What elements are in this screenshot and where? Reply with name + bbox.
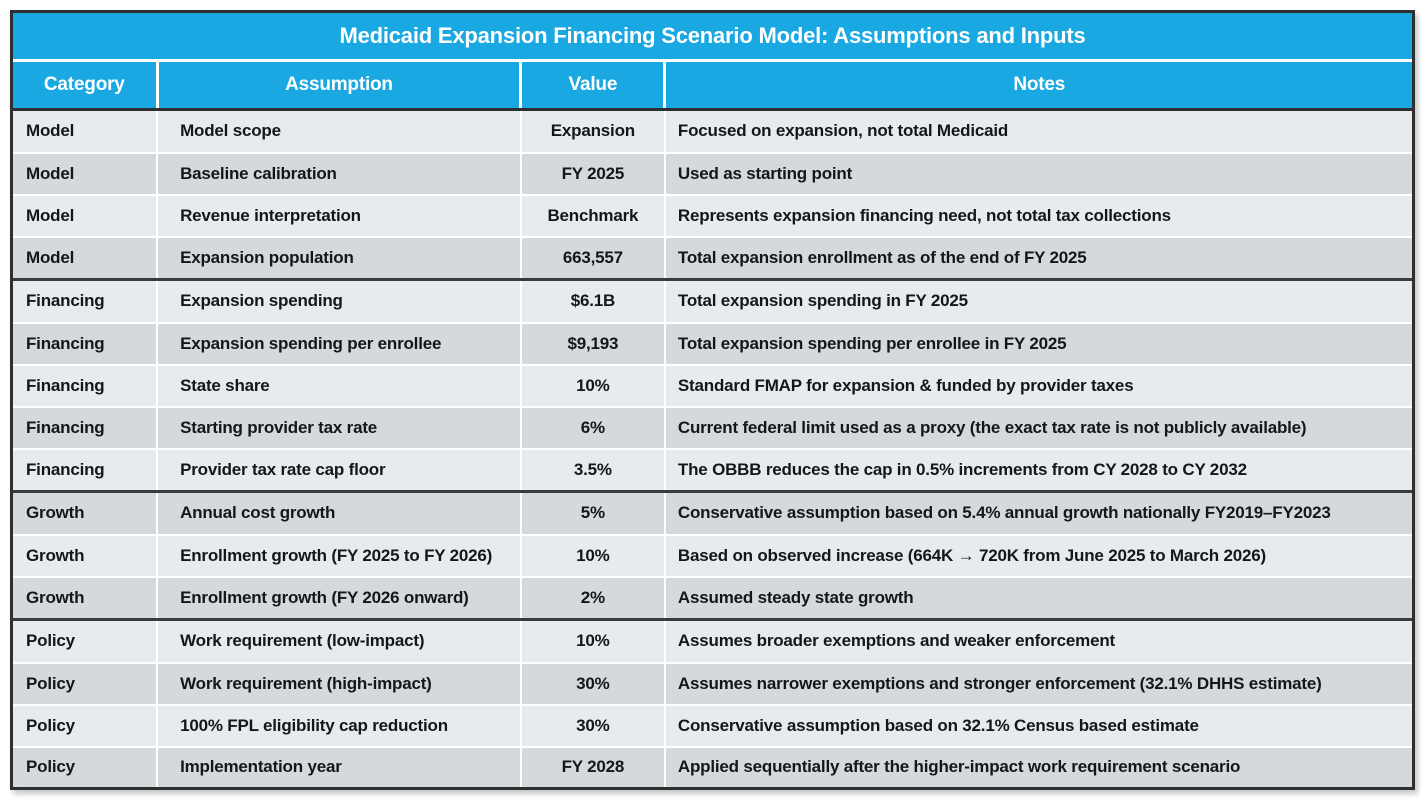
notes-cell: Focused on expansion, not total Medicaid (663, 109, 1412, 153)
column-header-assumption: Assumption (155, 62, 521, 111)
category-cell: Policy (13, 661, 158, 705)
table-row: Policy Implementation year FY 2028 Appli… (13, 745, 1412, 787)
assumption-cell: Baseline calibration (156, 151, 521, 195)
assumption-cell: Enrollment growth (FY 2026 onward) (156, 575, 521, 620)
value-cell: 5% (519, 490, 665, 535)
assumption-cell: Work requirement (high-impact) (156, 661, 521, 705)
assumptions-table-frame: Medicaid Expansion Financing Scenario Mo… (10, 10, 1415, 790)
value-cell: 30% (519, 703, 665, 747)
table-row: Growth Enrollment growth (FY 2025 to FY … (13, 533, 1412, 577)
category-cell: Financing (13, 321, 158, 365)
table-body: Model Model scope Expansion Focused on e… (13, 109, 1412, 787)
table-row: Model Model scope Expansion Focused on e… (13, 109, 1412, 153)
assumption-cell: Provider tax rate cap floor (156, 447, 521, 492)
notes-cell: Conservative assumption based on 5.4% an… (663, 490, 1412, 535)
assumption-cell: Starting provider tax rate (156, 405, 521, 449)
notes-cell: Assumes broader exemptions and weaker en… (663, 618, 1412, 663)
notes-cell: Current federal limit used as a proxy (t… (663, 405, 1412, 449)
category-cell: Growth (13, 533, 158, 577)
table-row: Policy 100% FPL eligibility cap reductio… (13, 703, 1412, 747)
category-cell: Model (13, 151, 158, 195)
notes-cell: Represents expansion financing need, not… (663, 193, 1412, 237)
category-cell: Model (13, 235, 158, 280)
category-cell: Growth (13, 575, 158, 620)
value-cell: 10% (519, 363, 665, 407)
notes-cell: Total expansion enrollment as of the end… (663, 235, 1412, 280)
value-cell: FY 2025 (519, 151, 665, 195)
assumption-cell: Expansion spending per enrollee (156, 321, 521, 365)
value-cell: 30% (519, 661, 665, 705)
notes-cell: Based on observed increase (664K → 720K … (663, 533, 1412, 577)
category-cell: Model (13, 193, 158, 237)
category-cell: Financing (13, 405, 158, 449)
notes-cell: Applied sequentially after the higher-im… (663, 745, 1412, 787)
value-cell: 6% (519, 405, 665, 449)
notes-cell: Standard FMAP for expansion & funded by … (663, 363, 1412, 407)
value-cell: FY 2028 (519, 745, 665, 787)
value-cell: 10% (519, 533, 665, 577)
table-row: Policy Work requirement (low-impact) 10%… (13, 618, 1412, 663)
value-cell: Expansion (519, 109, 665, 153)
table-row: Model Expansion population 663,557 Total… (13, 235, 1412, 280)
table-row: Financing State share 10% Standard FMAP … (13, 363, 1412, 407)
category-cell: Financing (13, 278, 158, 323)
category-cell: Policy (13, 703, 158, 747)
value-cell: 663,557 (519, 235, 665, 280)
table-row: Financing Provider tax rate cap floor 3.… (13, 447, 1412, 492)
table-row: Growth Annual cost growth 5% Conservativ… (13, 490, 1412, 535)
column-header-value: Value (519, 62, 665, 111)
assumption-cell: 100% FPL eligibility cap reduction (156, 703, 521, 747)
assumption-cell: Expansion population (156, 235, 521, 280)
column-header-category: Category (13, 62, 158, 111)
assumption-cell: State share (156, 363, 521, 407)
notes-cell: Used as starting point (663, 151, 1412, 195)
notes-cell: Conservative assumption based on 32.1% C… (663, 703, 1412, 747)
category-cell: Policy (13, 745, 158, 787)
notes-cell: The OBBB reduces the cap in 0.5% increme… (663, 447, 1412, 492)
assumption-cell: Enrollment growth (FY 2025 to FY 2026) (156, 533, 521, 577)
assumption-cell: Implementation year (156, 745, 521, 787)
value-cell: 3.5% (519, 447, 665, 492)
assumption-cell: Annual cost growth (156, 490, 521, 535)
header-row: Category Assumption Value Notes (13, 62, 1412, 111)
notes-cell: Assumed steady state growth (663, 575, 1412, 620)
table-row: Model Baseline calibration FY 2025 Used … (13, 151, 1412, 195)
value-cell: 2% (519, 575, 665, 620)
assumptions-table: Category Assumption Value Notes Model Mo… (13, 62, 1412, 787)
table-row: Policy Work requirement (high-impact) 30… (13, 661, 1412, 705)
value-cell: Benchmark (519, 193, 665, 237)
value-cell: $9,193 (519, 321, 665, 365)
column-header-notes: Notes (663, 62, 1412, 111)
assumption-cell: Expansion spending (156, 278, 521, 323)
notes-cell: Total expansion spending in FY 2025 (663, 278, 1412, 323)
notes-cell: Total expansion spending per enrollee in… (663, 321, 1412, 365)
category-cell: Growth (13, 490, 158, 535)
category-cell: Financing (13, 447, 158, 492)
table-row: Model Revenue interpretation Benchmark R… (13, 193, 1412, 237)
category-cell: Financing (13, 363, 158, 407)
value-cell: 10% (519, 618, 665, 663)
table-row: Financing Expansion spending per enrolle… (13, 321, 1412, 365)
assumption-cell: Revenue interpretation (156, 193, 521, 237)
notes-cell: Assumes narrower exemptions and stronger… (663, 661, 1412, 705)
table-row: Financing Expansion spending $6.1B Total… (13, 278, 1412, 323)
assumption-cell: Work requirement (low-impact) (156, 618, 521, 663)
table-title: Medicaid Expansion Financing Scenario Mo… (13, 13, 1412, 62)
category-cell: Model (26, 121, 75, 141)
assumption-cell: Model scope (156, 109, 521, 153)
table-row: Financing Starting provider tax rate 6% … (13, 405, 1412, 449)
category-cell: Policy (13, 618, 158, 663)
table-row: Growth Enrollment growth (FY 2026 onward… (13, 575, 1412, 620)
value-cell: $6.1B (519, 278, 665, 323)
